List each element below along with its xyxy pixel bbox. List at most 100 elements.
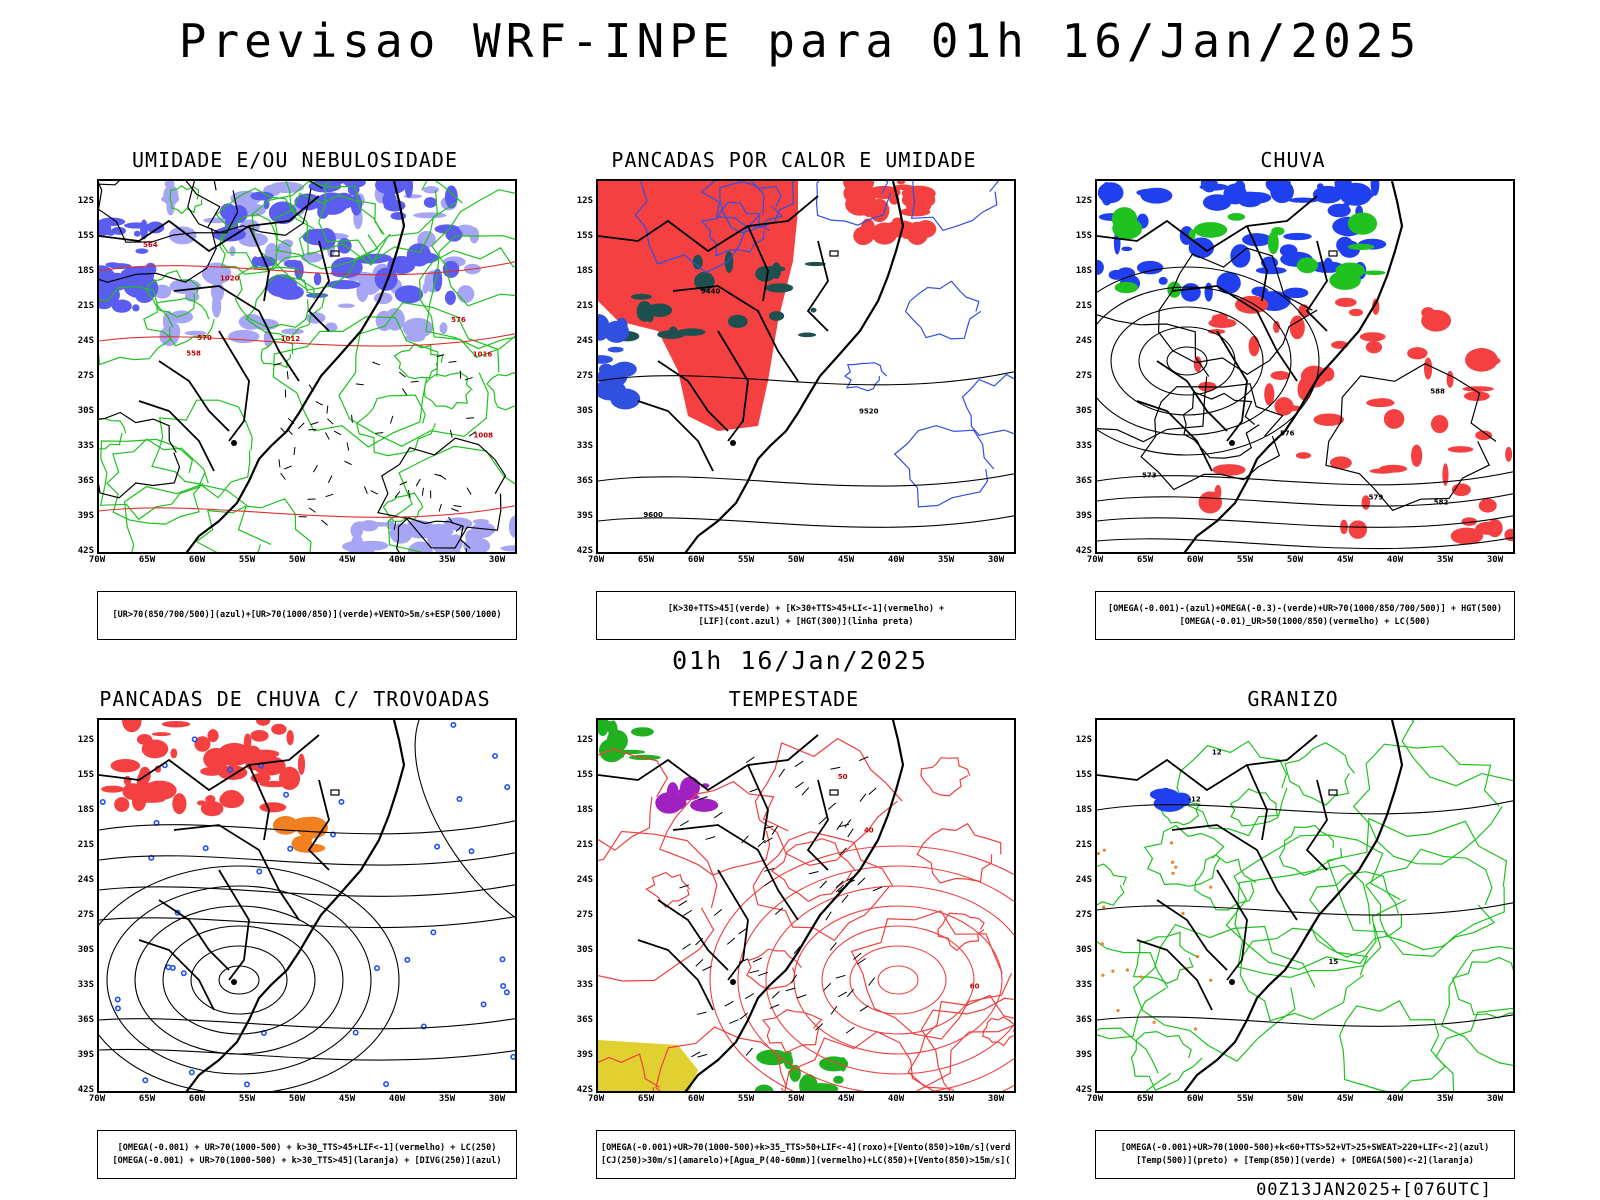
umidade-border bbox=[307, 240, 330, 332]
granizo-lake bbox=[1229, 979, 1235, 985]
lif-contour bbox=[700, 181, 795, 228]
longitude-label: 60W bbox=[188, 555, 206, 565]
pressure-contour bbox=[99, 411, 181, 499]
storm-red-area bbox=[220, 790, 243, 807]
streamline-250 bbox=[99, 1018, 515, 1030]
wind-vector bbox=[741, 835, 749, 844]
storm-red-area bbox=[170, 748, 178, 759]
convection-green-area bbox=[657, 330, 686, 339]
wind-vector bbox=[449, 429, 453, 438]
rain-red-area bbox=[1475, 521, 1502, 535]
wind-vector bbox=[774, 907, 784, 915]
storm-red-area bbox=[122, 720, 142, 733]
wind-vector bbox=[764, 867, 775, 872]
rain-red-area bbox=[1359, 332, 1386, 342]
humidity-fill-dark bbox=[390, 211, 407, 220]
precipitable-water-contour bbox=[598, 830, 718, 982]
precipitable-water-contour bbox=[746, 948, 802, 990]
humidity-fill-dark bbox=[132, 304, 140, 312]
rain-green-area bbox=[1347, 212, 1378, 235]
wind-vector bbox=[308, 428, 317, 431]
tempestade-border bbox=[806, 779, 829, 871]
divergence-blue-contour bbox=[114, 996, 121, 1003]
wind-vector bbox=[830, 766, 841, 770]
latitude-label: 30S bbox=[1075, 945, 1092, 955]
wind-green-area bbox=[839, 1057, 847, 1072]
pancadas-calor-border bbox=[717, 330, 749, 442]
latitude-label: 24S bbox=[1075, 875, 1092, 885]
longitude-label: 70W bbox=[587, 1094, 605, 1104]
tempestade-contour-label: 50 bbox=[838, 773, 848, 781]
humidity-fill-light bbox=[201, 262, 232, 285]
rain-blue-area bbox=[1327, 203, 1351, 218]
streamline-250 bbox=[218, 965, 260, 995]
longitude-label: 50W bbox=[787, 555, 805, 565]
longitude-label: 65W bbox=[637, 555, 655, 565]
wind-vector bbox=[795, 781, 804, 789]
wind-vector bbox=[327, 418, 334, 425]
wind-vector bbox=[857, 877, 866, 886]
humidity-fill-light bbox=[281, 239, 294, 248]
longitude-label: 35W bbox=[937, 1094, 955, 1104]
streamline-850 bbox=[737, 865, 1014, 1091]
wind-vector bbox=[421, 487, 424, 496]
legend-line: [OMEGA(-0.01)_UR>50(1000/850)(vermelho) … bbox=[1179, 616, 1431, 627]
rain-red-area bbox=[1313, 413, 1345, 426]
temp850-contour bbox=[1339, 999, 1446, 1091]
hgt500-contour bbox=[1097, 314, 1210, 443]
chuva-border bbox=[1156, 360, 1228, 432]
rain-blue-area bbox=[1097, 259, 1104, 275]
temp850-contour bbox=[1132, 931, 1200, 984]
chuva-border bbox=[1305, 240, 1328, 332]
panel-title: GRANIZO bbox=[1247, 687, 1339, 711]
wind-vector bbox=[697, 796, 708, 801]
storm-red-area bbox=[151, 732, 172, 737]
wind-vector bbox=[752, 957, 763, 963]
rain-blue-area bbox=[1121, 246, 1133, 252]
convection-green-area bbox=[768, 311, 785, 321]
panel-title: TEMPESTADE bbox=[728, 687, 860, 711]
latitude-label: 12S bbox=[1075, 735, 1092, 745]
wind-vector bbox=[835, 884, 845, 893]
humidity-fill-dark bbox=[306, 292, 329, 298]
wind-vector bbox=[393, 521, 397, 530]
latitude-label: 33S bbox=[576, 980, 593, 990]
divergence-blue-contour bbox=[202, 845, 209, 852]
divergence-blue-contour bbox=[188, 1069, 195, 1076]
pancadas-calor-contour-label: 9440 bbox=[701, 287, 721, 295]
longitude-label: 30W bbox=[1486, 555, 1504, 565]
convection-red-area bbox=[863, 209, 877, 218]
longitude-label: 45W bbox=[338, 1094, 356, 1104]
wind-green-area bbox=[833, 1075, 844, 1084]
divergence-blue-contour bbox=[338, 798, 345, 805]
lif-blue-area bbox=[607, 346, 624, 353]
omega-orange-point bbox=[1097, 851, 1100, 856]
latitude-label: 12S bbox=[77, 735, 94, 745]
divergence-blue-contour bbox=[456, 796, 463, 803]
humidity-fill-light bbox=[392, 525, 415, 532]
hgt500-contour bbox=[1097, 266, 1320, 456]
rain-blue-area bbox=[1097, 182, 1124, 204]
panel-legend: [OMEGA(-0.001)+UR>70(1000-500)+k<60+TTS>… bbox=[1095, 1130, 1515, 1179]
latitude-label: 33S bbox=[77, 441, 94, 451]
latitude-label: 27S bbox=[1075, 910, 1092, 920]
umidade-border bbox=[138, 400, 215, 472]
precipitable-water-contour bbox=[752, 831, 894, 942]
rain-red-area bbox=[1369, 468, 1396, 474]
wind-vector bbox=[363, 486, 368, 494]
latitude-label: 30S bbox=[1075, 406, 1092, 416]
green-humidity-contour bbox=[146, 269, 199, 318]
storm-red-area bbox=[141, 739, 169, 759]
longitude-label: 60W bbox=[1186, 1094, 1204, 1104]
humidity-fill-light bbox=[426, 524, 440, 549]
omega-orange-point bbox=[1193, 1027, 1198, 1031]
humidity-fill-light bbox=[350, 522, 364, 539]
rain-red-area bbox=[1270, 370, 1291, 380]
hgt500-contour bbox=[1097, 471, 1513, 486]
rain-red-area bbox=[1430, 414, 1449, 434]
wind-green-area bbox=[608, 720, 618, 744]
chuva-border bbox=[1246, 225, 1268, 302]
lif-contour bbox=[700, 201, 770, 257]
humidity-fill-dark bbox=[432, 268, 443, 292]
longitude-label: 55W bbox=[1236, 555, 1254, 565]
